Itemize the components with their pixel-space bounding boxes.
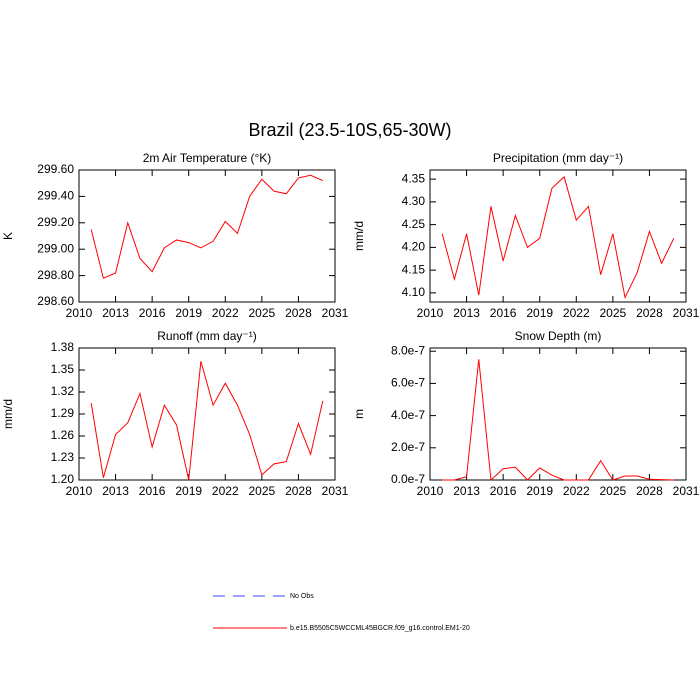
y-tick-label: 4.30 — [402, 194, 426, 208]
y-tick-label: 1.32 — [51, 384, 75, 398]
y-tick-label: 298.60 — [37, 294, 74, 308]
y-tick-label: 298.80 — [37, 268, 74, 282]
y-tick-label: 6.0e-7 — [391, 376, 425, 390]
x-tick-label: 2016 — [490, 484, 517, 498]
x-tick-label: 2028 — [636, 306, 663, 320]
plot-frame — [429, 347, 687, 481]
y-tick-label: 4.0e-7 — [391, 408, 425, 422]
x-tick-label: 2022 — [563, 306, 590, 320]
x-tick-label: 2016 — [139, 306, 166, 320]
data-line — [90, 174, 324, 279]
y-tick-label: 1.20 — [51, 472, 75, 486]
x-tick-label: 2019 — [175, 306, 202, 320]
plot-frame — [78, 169, 336, 303]
x-tick-label: 2022 — [212, 306, 239, 320]
y-tick-label: 299.60 — [37, 162, 74, 176]
y-tick-label: 4.20 — [402, 240, 426, 254]
x-tick-label: 2031 — [322, 306, 349, 320]
data-line — [441, 175, 675, 300]
plot-frame — [429, 169, 687, 303]
x-tick-label: 2019 — [526, 306, 553, 320]
panel-title: Snow Depth (m) — [515, 329, 602, 343]
x-tick-label: 2019 — [175, 484, 202, 498]
plot-frame — [78, 347, 336, 481]
x-tick-label: 2031 — [322, 484, 349, 498]
x-tick-label: 2025 — [600, 484, 627, 498]
x-tick-label: 2016 — [139, 484, 166, 498]
y-tick-label: 0.0e-7 — [391, 472, 425, 486]
y-axis-label: m — [352, 409, 366, 419]
y-tick-label: 4.10 — [402, 285, 426, 299]
x-tick-label: 2028 — [285, 484, 312, 498]
x-tick-label: 2025 — [249, 306, 276, 320]
x-tick-label: 2013 — [453, 484, 480, 498]
data-line — [90, 361, 324, 481]
y-tick-label: 1.35 — [51, 362, 75, 376]
x-tick-label: 2025 — [249, 484, 276, 498]
y-tick-label: 1.29 — [51, 406, 75, 420]
x-tick-label: 2022 — [212, 484, 239, 498]
x-tick-label: 2010 — [417, 484, 444, 498]
y-tick-label: 4.25 — [402, 217, 426, 231]
x-tick-label: 2019 — [526, 484, 553, 498]
legend-label: b.e15.B5505C5WCCML45BGCR.f09_g16.control… — [290, 625, 470, 632]
y-tick-label: 4.15 — [402, 262, 426, 276]
x-tick-label: 2031 — [673, 306, 700, 320]
x-tick-label: 2028 — [285, 306, 312, 320]
x-tick-label: 2025 — [600, 306, 627, 320]
y-tick-label: 8.0e-7 — [391, 343, 425, 357]
panel-title: Runoff (mm day⁻¹) — [157, 329, 256, 343]
y-tick-label: 299.20 — [37, 215, 74, 229]
y-tick-label: 1.38 — [51, 340, 75, 354]
x-tick-label: 2010 — [417, 306, 444, 320]
x-tick-label: 2022 — [563, 484, 590, 498]
y-tick-label: 2.0e-7 — [391, 440, 425, 454]
y-axis-label: mm/d — [1, 399, 15, 429]
x-tick-label: 2013 — [102, 484, 129, 498]
panel-title: Precipitation (mm day⁻¹) — [493, 151, 623, 165]
x-tick-label: 2013 — [453, 306, 480, 320]
x-tick-label: 2013 — [102, 306, 129, 320]
y-tick-label: 1.23 — [51, 450, 75, 464]
y-tick-label: 4.35 — [402, 171, 426, 185]
figure-title: Brazil (23.5-10S,65-30W) — [248, 120, 451, 140]
y-tick-label: 299.00 — [37, 241, 74, 255]
x-tick-label: 2031 — [673, 484, 700, 498]
x-tick-label: 2010 — [66, 306, 93, 320]
y-tick-label: 299.40 — [37, 189, 74, 203]
legend-label: No Obs — [290, 593, 314, 600]
x-tick-label: 2028 — [636, 484, 663, 498]
y-axis-label: K — [1, 232, 15, 240]
y-tick-label: 1.26 — [51, 428, 75, 442]
x-tick-label: 2010 — [66, 484, 93, 498]
panel-title: 2m Air Temperature (°K) — [143, 151, 272, 165]
y-axis-label: mm/d — [352, 221, 366, 251]
data-line — [442, 359, 674, 482]
x-tick-label: 2016 — [490, 306, 517, 320]
